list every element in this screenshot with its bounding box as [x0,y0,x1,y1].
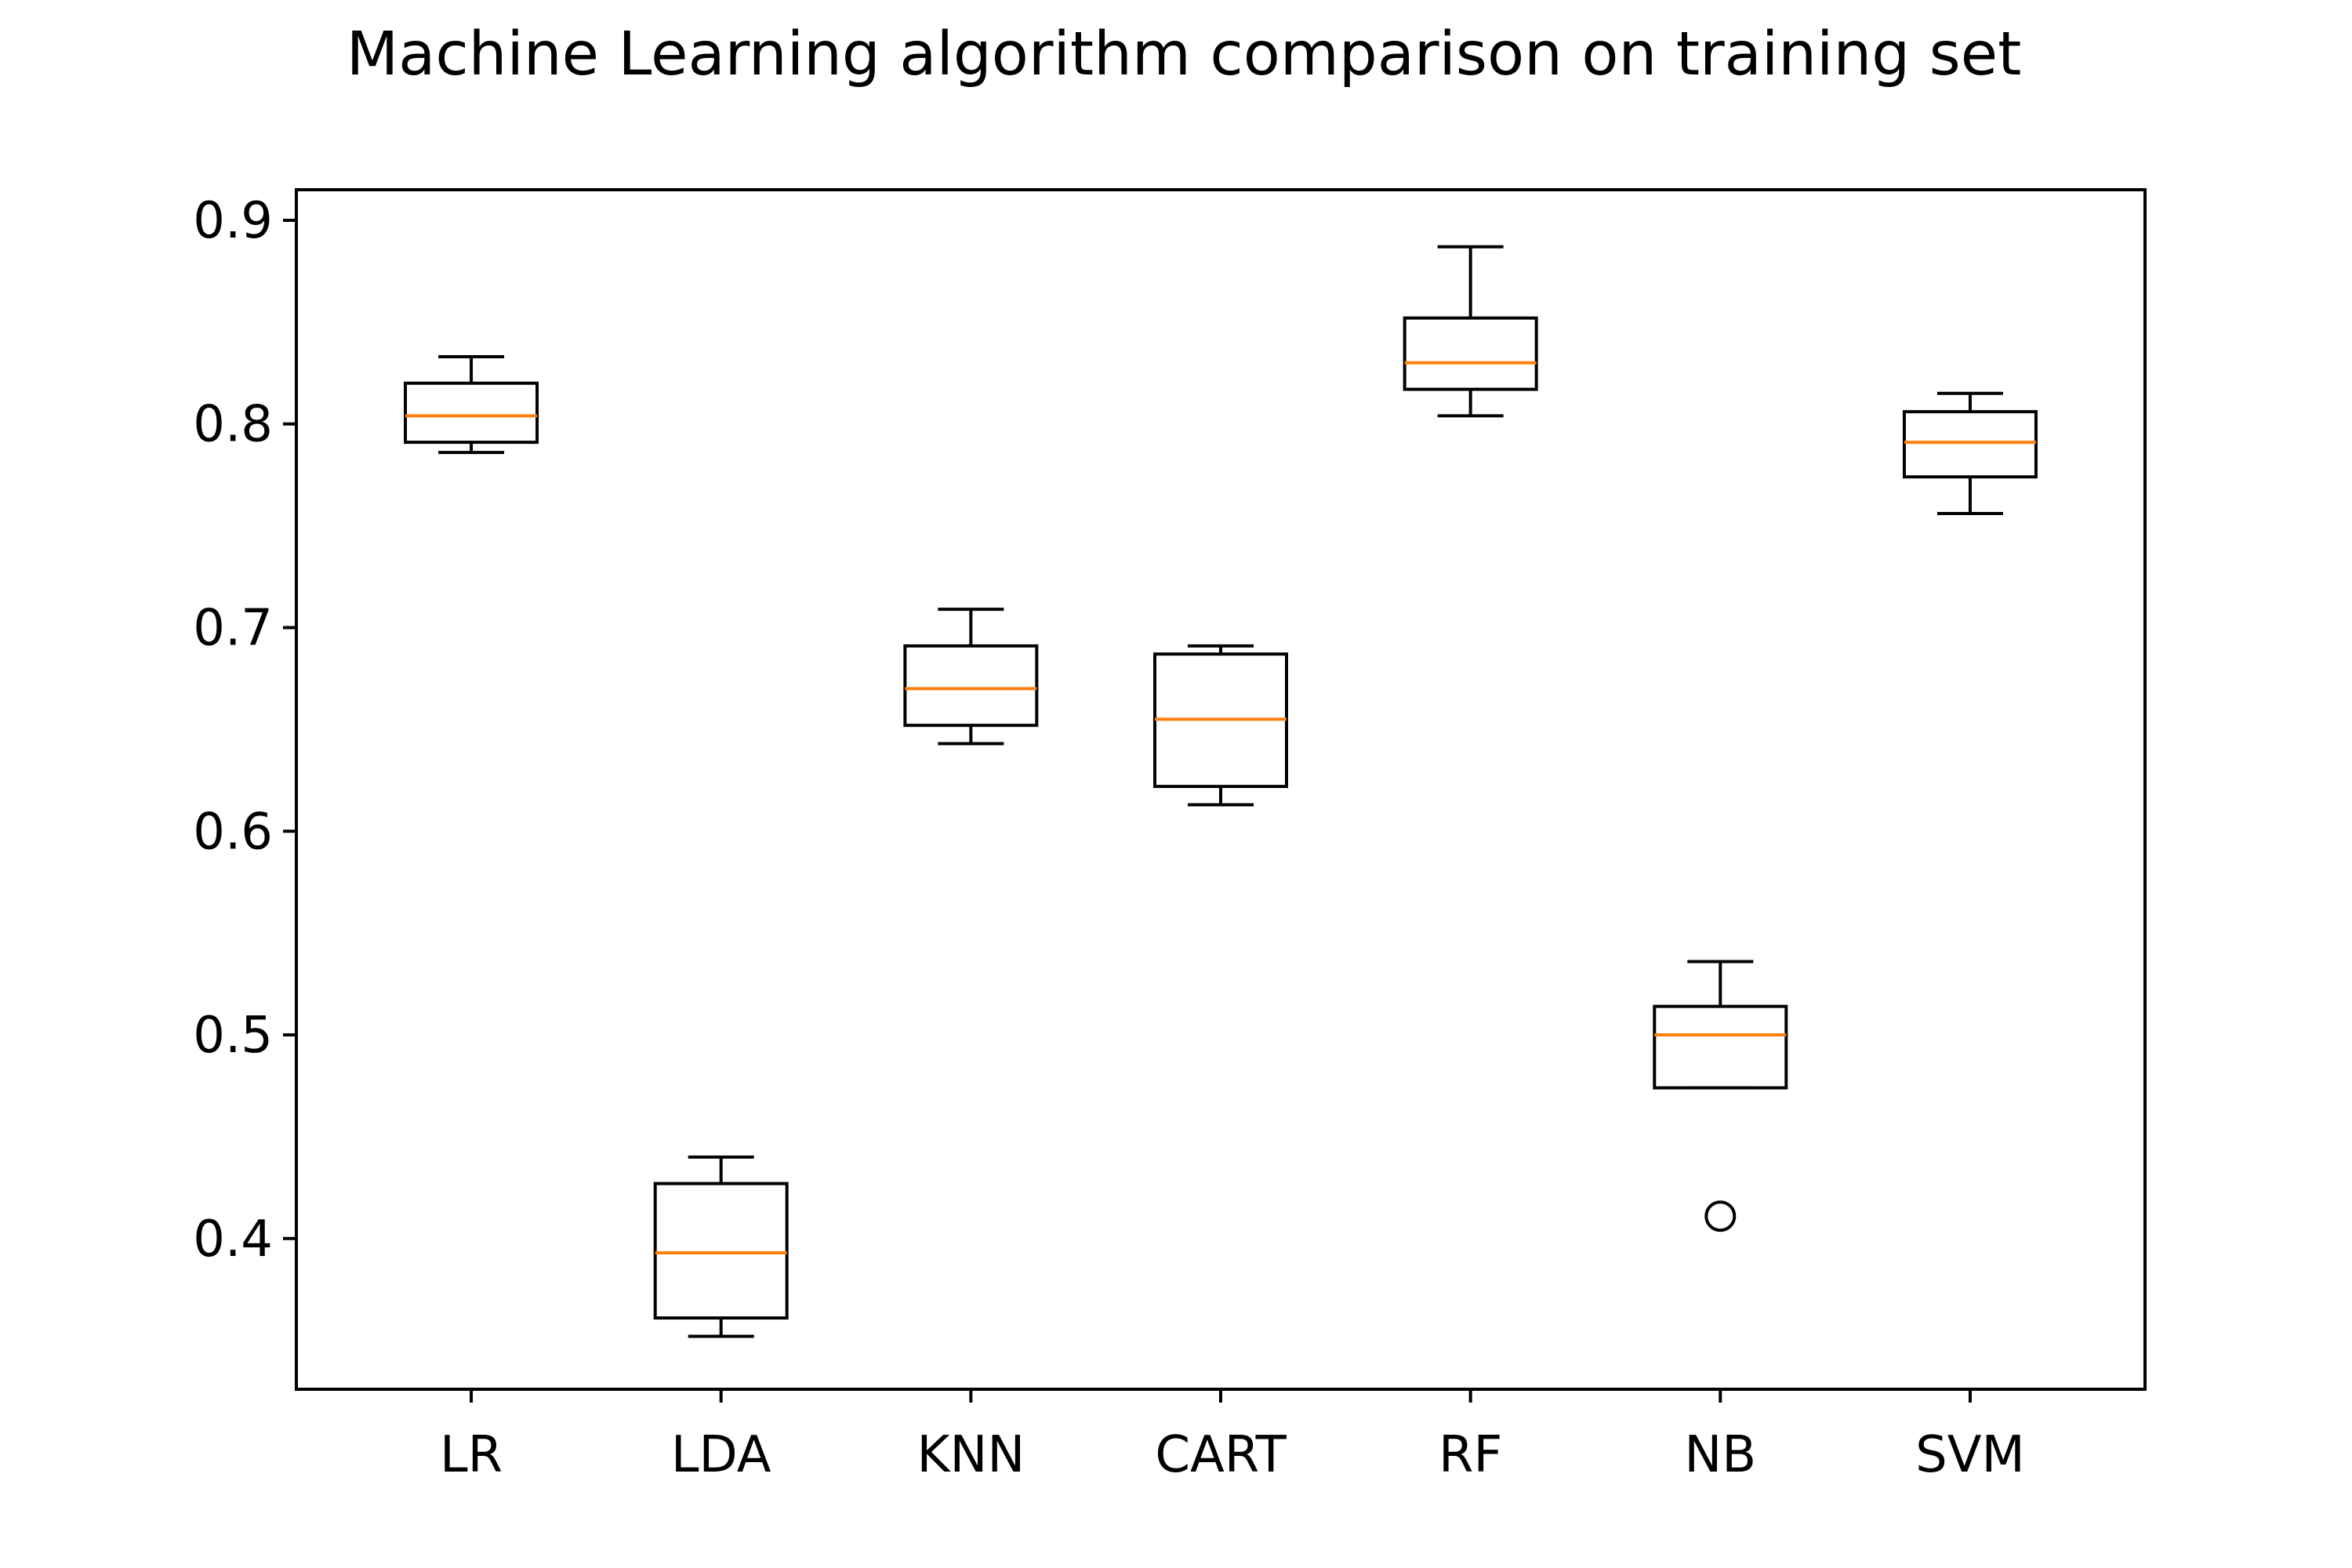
plot-area: 0.4 0.5 0.6 0.7 0.8 0.9 LR LDA KNN CART RF NB SVM [193,188,2147,1484]
x-tick-label: KNN [916,1426,1025,1484]
y-tick-label: 0.6 [193,803,273,861]
x-tick-label: CART [1155,1426,1287,1484]
x-tick-label: SVM [1915,1426,2025,1484]
box-svm [1902,410,2038,479]
flier-point [1704,1200,1737,1232]
y-tick-label: 0.8 [193,396,273,454]
box-nb [1653,1004,1788,1090]
y-tick-label: 0.4 [193,1210,273,1269]
y-tick-label: 0.5 [193,1007,273,1065]
y-tick-label: 0.7 [193,599,273,657]
box-rf [1403,316,1538,391]
x-tick-label: LR [440,1426,503,1484]
box-lr [404,381,539,445]
x-tick-label: LDA [671,1426,771,1484]
y-tick-label: 0.9 [193,192,273,250]
x-tick-label: NB [1684,1426,1756,1484]
chart-title: Machine Learning algorithm comparison on… [347,20,2022,89]
box-lda [653,1181,789,1320]
x-tick-label: RF [1439,1426,1502,1484]
box-knn [903,644,1039,728]
